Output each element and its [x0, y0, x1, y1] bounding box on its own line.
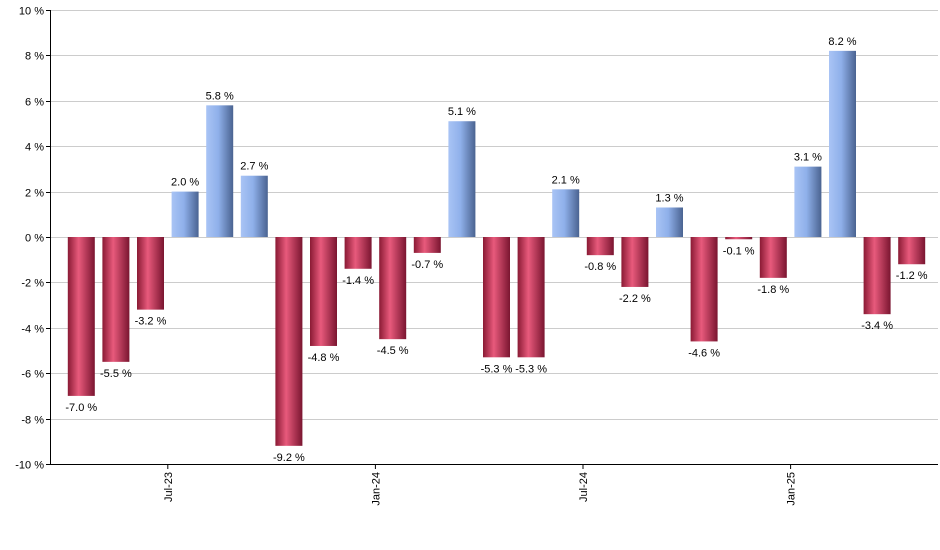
bar-positive: [829, 50, 856, 237]
bar-negative: [586, 237, 614, 256]
bar-value-label: -5.5 %: [100, 368, 132, 380]
bar-value-label: -3.2 %: [135, 316, 167, 328]
bar-negative: [517, 237, 545, 358]
bar-value-label: 5.1 %: [448, 106, 476, 118]
bar-value-label: -7.0 %: [65, 402, 97, 414]
bar-value-label: -3.4 %: [861, 320, 893, 332]
bar-value-label: 2.1 %: [552, 174, 580, 186]
bar-positive: [656, 207, 683, 237]
bar-value-label: -9.2 %: [273, 452, 305, 464]
bar-value-label: 3.1 %: [794, 152, 822, 164]
bar-negative: [898, 237, 926, 265]
bar-negative: [413, 237, 441, 253]
data-labels: -7.0 % -5.5 % -3.2 % 2.0 % 5.8 % 2.7 % -9.2 % -…: [65, 36, 927, 464]
bar-value-label: -1.8 %: [757, 284, 789, 296]
bar-value-label: -0.8 %: [584, 261, 616, 273]
y-tick-label: -10 %: [15, 460, 44, 472]
x-tick-label: Jan-25: [786, 472, 798, 506]
bar-value-label: 1.3 %: [655, 192, 683, 204]
bar-negative: [690, 237, 718, 342]
bar-negative: [621, 237, 649, 287]
bar-value-label: 8.2 %: [828, 36, 856, 48]
bar-negative: [863, 237, 891, 315]
bar-value-label: -2.2 %: [619, 293, 651, 305]
bar-positive: [448, 121, 476, 237]
bar-value-label: 2.0 %: [171, 177, 199, 189]
bar-negative: [310, 237, 337, 346]
bar-negative: [67, 237, 95, 396]
x-tick-label: Jul-23: [163, 472, 175, 502]
y-tick-label: 6 %: [25, 97, 44, 109]
bar-value-label: -0.7 %: [411, 259, 443, 271]
y-tick-label: -8 %: [21, 415, 44, 427]
x-tick-label: Jan-24: [370, 472, 382, 506]
bar-negative: [102, 237, 130, 362]
y-tick-label: 10 %: [19, 6, 44, 18]
bars: [67, 50, 926, 446]
bar-value-label: -1.2 %: [896, 270, 928, 282]
bar-positive: [206, 105, 234, 237]
bar-value-label: -4.5 %: [377, 345, 409, 357]
x-tick-label: Jul-24: [578, 472, 590, 502]
bar-negative: [483, 237, 510, 358]
bar-value-label: -1.4 %: [342, 275, 374, 287]
y-tick-label: 8 %: [25, 51, 44, 63]
bar-positive: [552, 189, 580, 237]
bar-positive: [794, 166, 822, 237]
y-tick-label: -6 %: [21, 369, 44, 381]
bar-value-label: -0.1 %: [723, 245, 755, 257]
bar-value-label: -5.3 %: [515, 363, 547, 375]
bar-negative: [759, 237, 787, 278]
bar-negative: [379, 237, 407, 340]
bar-negative: [344, 237, 372, 269]
bar-value-label: -5.3 %: [481, 363, 513, 375]
y-tick-label: -4 %: [21, 324, 44, 336]
bar-value-label: 2.7 %: [240, 161, 268, 173]
y-tick-label: -2 %: [21, 278, 44, 290]
y-tick-label: 2 %: [25, 188, 44, 200]
bar-negative: [275, 237, 303, 446]
axes: -10 % -8 % -6 % -4 % -2 % 0 % 2 % 4 % 6 % 8 % 10 %…: [15, 6, 938, 506]
bar-negative: [137, 237, 164, 310]
bar-positive: [171, 191, 199, 237]
y-tick-label: 0 %: [25, 233, 44, 245]
bar-value-label: -4.6 %: [688, 347, 720, 359]
bar-positive: [240, 175, 268, 237]
y-tick-label: 4 %: [25, 142, 44, 154]
bar-value-label: 5.8 %: [206, 90, 234, 102]
bar-value-label: -4.8 %: [308, 352, 340, 364]
bar-negative: [725, 237, 753, 240]
